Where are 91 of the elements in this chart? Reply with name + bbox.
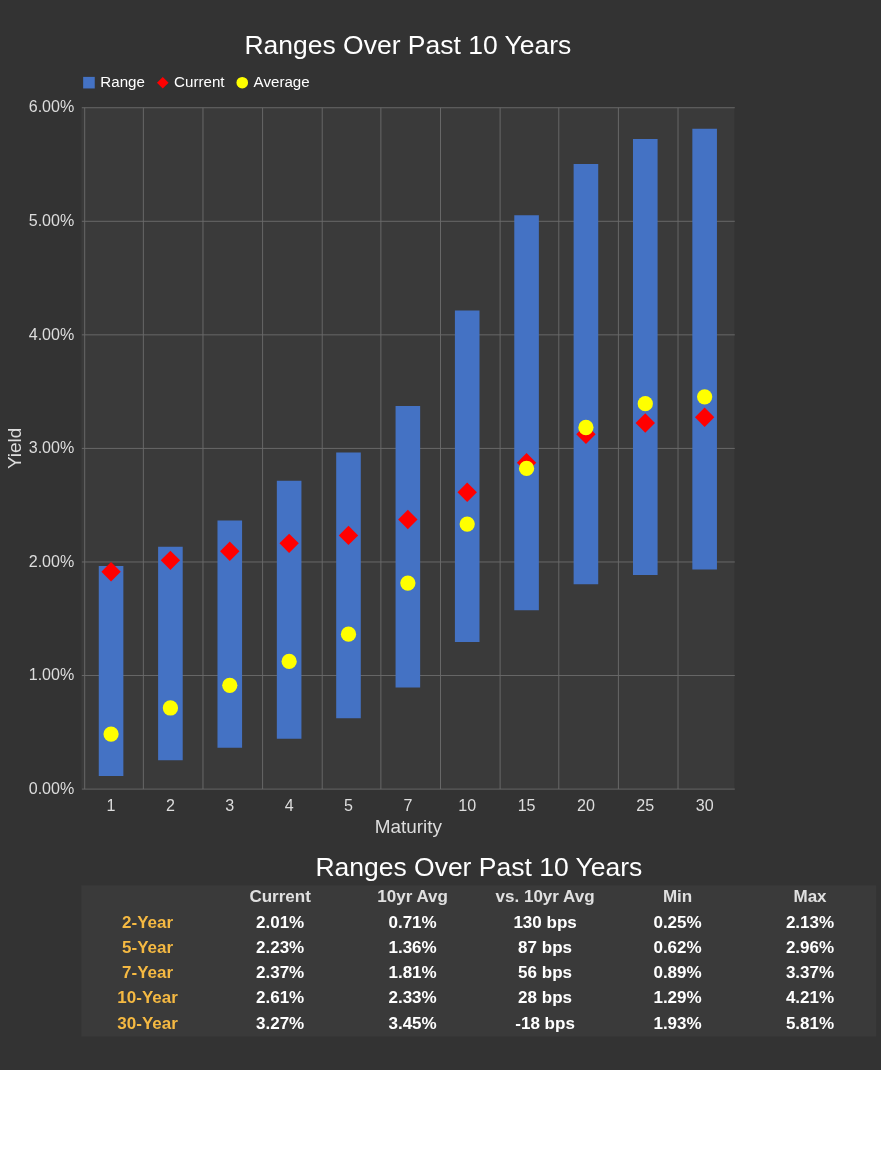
- category-label: Min: [662, 887, 693, 907]
- bar: [573, 164, 599, 585]
- point: [340, 626, 357, 642]
- point: [697, 389, 713, 405]
- text: 87 bps: [518, 937, 573, 957]
- text: 2.37%: [255, 963, 305, 983]
- category-label: 10yr Avg: [377, 887, 448, 907]
- text: 3.45%: [388, 1013, 437, 1033]
- text: -18 bps: [515, 1013, 575, 1033]
- chart-title: Ranges Over Past 10 Years: [244, 30, 572, 61]
- point: [222, 677, 238, 693]
- bar: [454, 310, 480, 643]
- category-label: Max: [793, 887, 828, 907]
- text: 28 bps: [518, 988, 573, 1008]
- x-tick-label: 7: [403, 795, 413, 814]
- bar: [632, 139, 658, 576]
- text: 1.29%: [653, 988, 702, 1008]
- point: [518, 460, 535, 476]
- text: 1.93%: [653, 1013, 702, 1033]
- category-label: 10-Year: [117, 988, 178, 1008]
- text: 1.81%: [388, 963, 437, 983]
- text: 4.21%: [785, 988, 835, 1008]
- category-label: 7-Year: [122, 963, 174, 983]
- x-tick-label: 10: [458, 795, 477, 814]
- y-tick-label: 1.00%: [28, 665, 75, 684]
- x-tick-label: 4: [284, 795, 294, 814]
- y-tick-label: 4.00%: [28, 324, 75, 343]
- text: 3.27%: [255, 1013, 305, 1033]
- legend-label: Range: [100, 73, 145, 91]
- y-tick-label: 6.00%: [28, 97, 75, 116]
- text: 2.23%: [255, 937, 305, 957]
- text: 2.61%: [255, 988, 305, 1008]
- text: 5.81%: [785, 1013, 835, 1033]
- text: 0.25%: [653, 912, 702, 932]
- bar: [514, 215, 539, 611]
- point: [101, 562, 121, 582]
- point: [162, 700, 179, 716]
- text: 2.96%: [785, 937, 835, 957]
- y-tick-label: 5.00%: [28, 211, 75, 230]
- x-tick-label: 25: [636, 795, 655, 814]
- legend-label: Current: [174, 73, 226, 91]
- text: 1.36%: [388, 937, 437, 957]
- point: [160, 550, 181, 571]
- point: [637, 396, 653, 412]
- text: 130 bps: [513, 912, 577, 932]
- category-label: 2-Year: [122, 912, 174, 932]
- text: 0.71%: [388, 912, 437, 932]
- point: [635, 413, 655, 433]
- bar: [217, 520, 243, 748]
- point: [457, 482, 477, 502]
- bar: [158, 546, 183, 761]
- x-tick-label: 3: [225, 795, 235, 814]
- bar: [692, 128, 717, 570]
- point: [694, 407, 715, 427]
- x-axis-title: Maturity: [374, 815, 443, 837]
- point: [220, 541, 240, 561]
- category-label: Current: [249, 887, 312, 907]
- x-tick-label: 1: [106, 795, 116, 814]
- point: [338, 525, 359, 546]
- x-tick-label: 15: [517, 795, 536, 814]
- point: [103, 726, 119, 742]
- x-tick-label: 5: [344, 795, 354, 814]
- bar: [98, 566, 124, 777]
- y-tick-label: 2.00%: [28, 551, 75, 570]
- point: [459, 516, 475, 532]
- point: [400, 575, 416, 591]
- x-tick-label: 20: [576, 795, 595, 814]
- text: 56 bps: [518, 963, 573, 983]
- bar: [336, 452, 361, 719]
- x-tick-label: 30: [695, 795, 714, 814]
- category-label: 30-Year: [117, 1013, 178, 1033]
- category-label: vs. 10yr Avg: [495, 887, 595, 907]
- y-tick-label: 3.00%: [28, 438, 75, 457]
- text: 0.89%: [653, 963, 702, 983]
- text: 0.62%: [653, 937, 702, 957]
- bar: [276, 480, 302, 739]
- y-axis-title: Yield: [4, 427, 26, 470]
- text: Ranges Over Past 10 Years: [315, 851, 643, 882]
- point: [398, 509, 418, 530]
- point: [279, 533, 299, 554]
- text: 2.01%: [255, 912, 305, 932]
- point: [281, 653, 297, 670]
- point: [578, 419, 594, 436]
- category-label: 5-Year: [122, 937, 174, 957]
- x-tick-label: 2: [165, 795, 175, 814]
- text: 2.13%: [785, 912, 835, 932]
- y-tick-label: 0.00%: [28, 778, 75, 797]
- legend-label: Average: [253, 73, 310, 91]
- text: 3.37%: [785, 963, 835, 983]
- text: 2.33%: [388, 988, 437, 1008]
- bar: [395, 405, 421, 688]
